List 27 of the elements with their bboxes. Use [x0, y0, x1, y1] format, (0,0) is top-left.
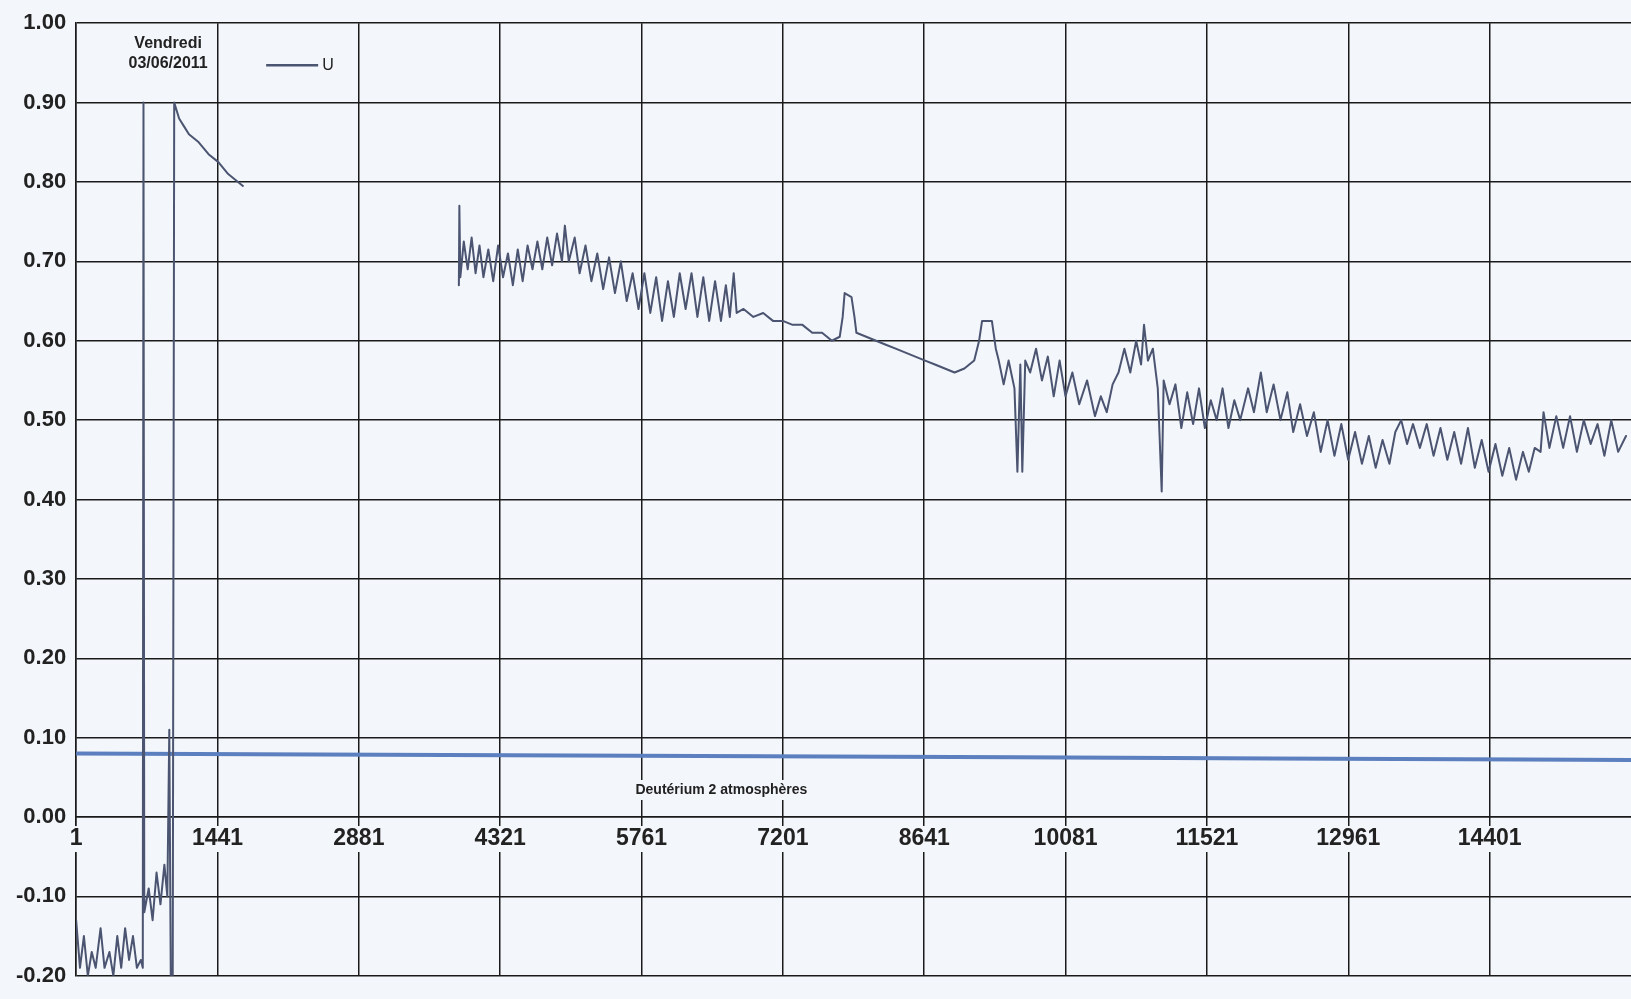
annotation: Vendredi 03/06/2011 — [128, 33, 208, 71]
annotation: Deutérium 2 atmosphères — [635, 780, 808, 797]
y-tick-label: 0.50 — [23, 406, 67, 432]
y-tick-label: 0.30 — [23, 564, 67, 590]
x-tick-label: 11521 — [1175, 824, 1239, 851]
x-tick-label: 1441 — [191, 824, 244, 851]
y-tick-label: -0.10 — [15, 882, 67, 908]
x-tick-label: 14401 — [1457, 824, 1522, 851]
y-tick-label: 0.80 — [23, 168, 67, 194]
y-tick-label: 1.00 — [23, 9, 67, 35]
y-tick-label: 0.20 — [23, 644, 67, 670]
y-tick-label: 0.40 — [23, 485, 67, 511]
x-tick-label: 8641 — [898, 824, 951, 851]
y-tick-label: -0.20 — [15, 961, 67, 987]
x-tick-label: 10081 — [1033, 824, 1098, 851]
x-tick-label: 5761 — [615, 824, 668, 851]
y-tick-label: 0.90 — [23, 88, 67, 114]
x-tick-label: 1 — [69, 824, 83, 851]
x-tick-label: 12961 — [1316, 824, 1381, 851]
x-tick-label: 2881 — [333, 824, 385, 851]
y-tick-label: 0.10 — [23, 723, 67, 749]
x-tick-label: 4321 — [474, 824, 526, 851]
y-tick-label: 0.60 — [23, 326, 67, 352]
legend-label: U — [322, 55, 334, 73]
y-tick-label: 0.70 — [23, 247, 67, 273]
x-tick-label: 7201 — [757, 824, 809, 851]
y-tick-label: 0.00 — [23, 803, 67, 829]
